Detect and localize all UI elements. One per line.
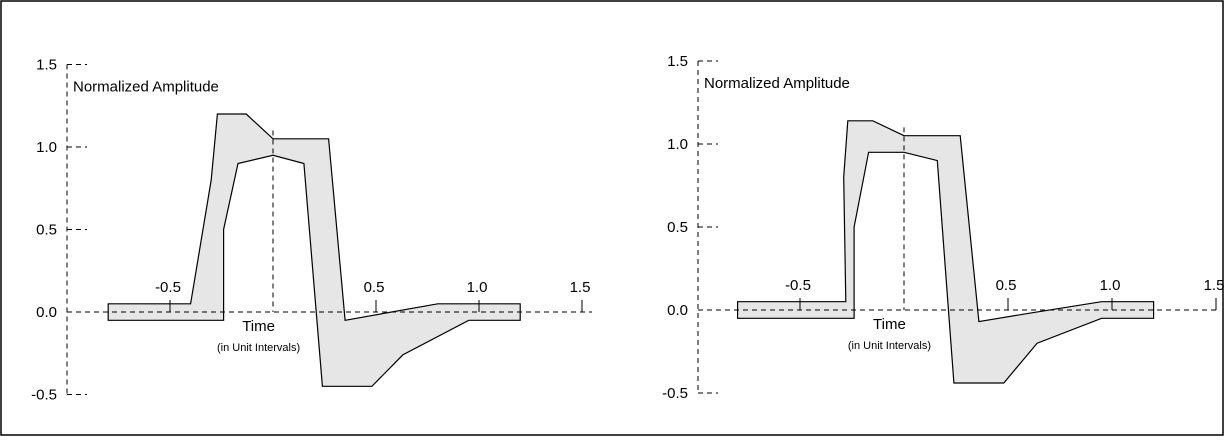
mask-region bbox=[737, 120, 1155, 384]
x-tick-label: 1.0 bbox=[467, 279, 488, 296]
y-tick-label: 1.0 bbox=[36, 139, 57, 156]
mask-region bbox=[107, 113, 521, 387]
x-axis-subtitle: (in Unit Intervals) bbox=[217, 342, 300, 354]
x-tick-label: 1.5 bbox=[570, 279, 591, 296]
y-tick-label: 0.5 bbox=[36, 222, 57, 239]
y-axis-title: Normalized Amplitude bbox=[704, 75, 850, 92]
y-tick-label: 0.5 bbox=[667, 219, 688, 236]
mask-panel-right: 1.5 1.0 0.5 0.0 -0.5 -0.5 0.5 1.0 1.5 No… bbox=[662, 53, 1224, 402]
x-axis-title: Time bbox=[873, 316, 906, 333]
x-tick-label: 0.5 bbox=[364, 279, 385, 296]
y-tick-label: -0.5 bbox=[31, 387, 57, 404]
x-tick-label: -0.5 bbox=[155, 279, 181, 296]
y-axis-title: Normalized Amplitude bbox=[73, 79, 219, 96]
mask-panel-left: 1.5 1.0 0.5 0.0 -0.5 -0.5 0.5 1.0 1.5 No… bbox=[31, 57, 592, 404]
y-tick-label: 1.0 bbox=[667, 136, 688, 153]
x-axis-title: Time bbox=[242, 318, 275, 335]
y-tick-label: 0.0 bbox=[36, 304, 57, 321]
y-tick-label: -0.5 bbox=[662, 385, 688, 402]
tick-marks bbox=[698, 60, 1217, 394]
x-tick-label: 0.5 bbox=[996, 277, 1017, 294]
tick-marks bbox=[67, 64, 583, 395]
y-tick-label: 1.5 bbox=[36, 57, 57, 74]
x-tick-label: -0.5 bbox=[785, 277, 811, 294]
x-tick-label: 1.5 bbox=[1204, 277, 1224, 294]
x-axis-subtitle: (in Unit Intervals) bbox=[848, 340, 931, 352]
y-tick-label: 0.0 bbox=[667, 302, 688, 319]
y-tick-label: 1.5 bbox=[667, 53, 688, 70]
x-tick-label: 1.0 bbox=[1100, 277, 1121, 294]
